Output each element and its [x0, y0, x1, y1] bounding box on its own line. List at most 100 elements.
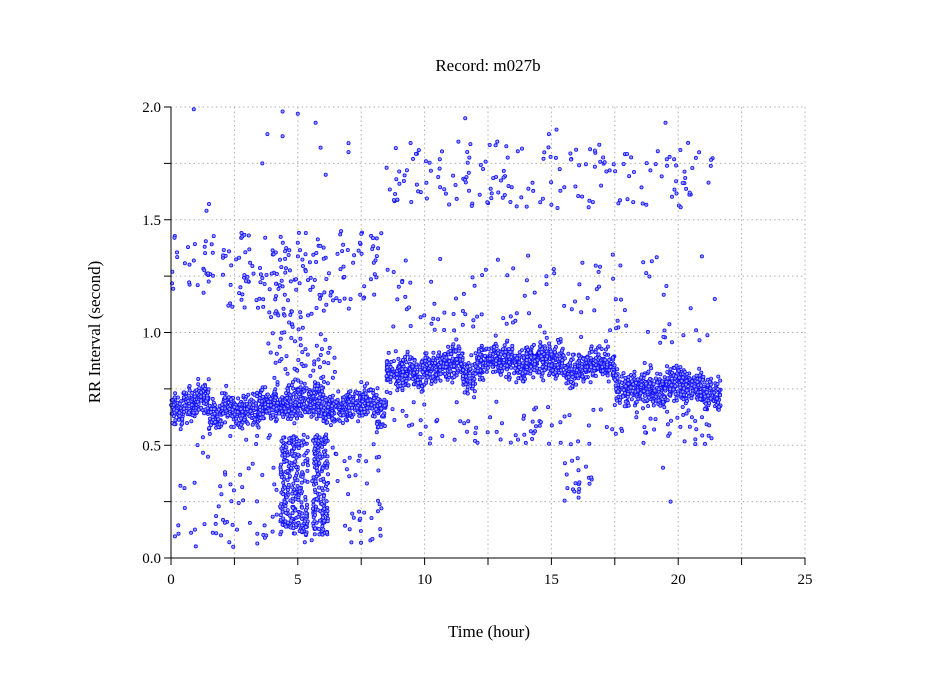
- data-point: [278, 462, 283, 467]
- data-point: [287, 248, 292, 253]
- data-point: [579, 334, 584, 339]
- data-point: [534, 424, 539, 429]
- data-point: [303, 508, 308, 513]
- data-point: [597, 344, 602, 349]
- data-point: [685, 398, 690, 403]
- data-point: [302, 519, 307, 524]
- data-point: [376, 468, 381, 473]
- data-point: [292, 462, 297, 467]
- data-point: [690, 379, 695, 384]
- data-point: [456, 139, 461, 144]
- data-point: [370, 246, 375, 251]
- data-point: [522, 293, 527, 298]
- data-point: [689, 396, 694, 401]
- data-point: [648, 381, 653, 386]
- data-point: [241, 393, 246, 398]
- data-point: [652, 388, 657, 393]
- data-point: [592, 308, 597, 313]
- data-point: [615, 318, 620, 323]
- data-point: [690, 165, 695, 170]
- data-point: [288, 498, 293, 503]
- data-point: [257, 392, 262, 397]
- data-point: [245, 421, 250, 426]
- data-point: [659, 174, 664, 179]
- data-point: [418, 431, 423, 436]
- data-point: [194, 410, 199, 415]
- data-point: [450, 356, 455, 361]
- data-point: [196, 382, 201, 387]
- data-point: [632, 369, 637, 374]
- data-point: [599, 183, 604, 188]
- data-point: [644, 381, 649, 386]
- data-point: [587, 441, 592, 446]
- data-point: [266, 403, 271, 408]
- data-point: [255, 541, 260, 546]
- data-point: [270, 248, 275, 253]
- data-point: [222, 520, 227, 525]
- data-point: [202, 244, 207, 249]
- data-point: [274, 271, 279, 276]
- data-point: [177, 401, 182, 406]
- data-point: [678, 205, 683, 210]
- data-point: [599, 346, 604, 351]
- data-point: [255, 390, 260, 395]
- data-point: [288, 279, 293, 284]
- data-point: [255, 305, 260, 310]
- data-point: [562, 414, 567, 419]
- data-point: [634, 410, 639, 415]
- data-point: [653, 394, 658, 399]
- data-point: [374, 430, 379, 435]
- data-point: [346, 306, 351, 311]
- data-point: [460, 373, 465, 378]
- data-point: [320, 389, 325, 394]
- data-point: [667, 431, 672, 436]
- data-point: [681, 412, 686, 417]
- data-point: [343, 417, 348, 422]
- data-point: [636, 396, 641, 401]
- data-point: [549, 363, 554, 368]
- data-point: [553, 376, 558, 381]
- data-point: [317, 454, 322, 459]
- data-point: [312, 513, 317, 518]
- data-point: [172, 395, 177, 400]
- data-point: [212, 402, 217, 407]
- data-point: [210, 530, 215, 535]
- data-point: [678, 365, 683, 370]
- data-point: [291, 435, 296, 440]
- data-point: [339, 229, 344, 234]
- data-point: [600, 368, 605, 373]
- data-point: [445, 377, 450, 382]
- data-point: [281, 306, 286, 311]
- data-point: [507, 371, 512, 376]
- data-point: [323, 461, 328, 466]
- data-point: [556, 340, 561, 345]
- data-point: [661, 292, 666, 297]
- data-point: [501, 175, 506, 180]
- data-point: [612, 363, 617, 368]
- data-point: [285, 487, 290, 492]
- data-point: [542, 150, 547, 155]
- data-point: [328, 293, 333, 298]
- data-point: [371, 442, 376, 447]
- data-point: [707, 423, 712, 428]
- data-point: [318, 332, 323, 337]
- data-point: [369, 516, 374, 521]
- data-point: [182, 403, 187, 408]
- data-point: [665, 364, 670, 369]
- data-point: [517, 353, 522, 358]
- data-point: [475, 314, 480, 319]
- data-point: [700, 415, 705, 420]
- data-point: [374, 254, 379, 259]
- data-point: [239, 416, 244, 421]
- data-point: [663, 120, 668, 125]
- data-point: [621, 371, 626, 376]
- data-point: [308, 275, 313, 280]
- x-tick-label: 0: [167, 572, 175, 588]
- data-point: [461, 291, 466, 296]
- data-point: [350, 511, 355, 516]
- data-point: [321, 479, 326, 484]
- data-point: [216, 504, 221, 509]
- data-point: [274, 512, 279, 517]
- data-point: [314, 465, 319, 470]
- data-point: [588, 380, 593, 385]
